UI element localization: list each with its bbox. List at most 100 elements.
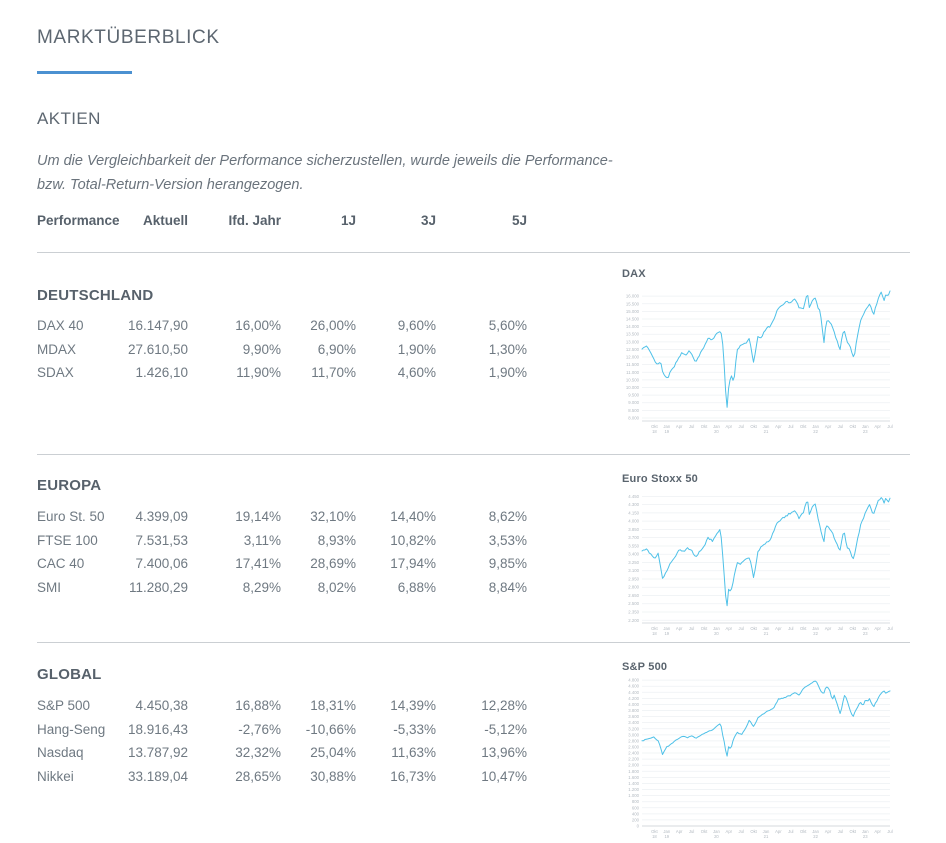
section-heading-aktien: AKTIEN: [37, 109, 101, 128]
svg-text:Jan: Jan: [862, 626, 869, 631]
table-header-row: Performance Aktuell Ifd. Jahr 1J 3J 5J: [37, 213, 527, 228]
svg-text:Jan: Jan: [763, 626, 770, 631]
table-row: Nasdaq 13.787,92 32,32% 25,04% 11,63% 13…: [37, 741, 527, 765]
value-1j: 11,70%: [311, 365, 356, 381]
value-ytd: 16,00%: [235, 318, 281, 334]
value-3j: 4,60%: [397, 365, 436, 381]
svg-text:3.400: 3.400: [628, 552, 639, 557]
svg-text:9.500: 9.500: [628, 393, 639, 398]
svg-text:15.500: 15.500: [626, 301, 640, 306]
svg-text:3.550: 3.550: [628, 543, 639, 548]
value-1j: -10,66%: [305, 721, 356, 737]
svg-text:Jan: Jan: [812, 829, 819, 834]
col-header-5j: 5J: [511, 213, 527, 228]
dax-line-chart: 16.000 15.500 15.000 14.500 14.000 13.500 13.0…: [626, 290, 893, 434]
value-ytd: 8,29%: [242, 579, 281, 595]
index-name: Nasdaq: [37, 745, 84, 761]
svg-text:19: 19: [664, 834, 669, 839]
svg-text:Jan: Jan: [812, 424, 819, 429]
svg-text:Jul: Jul: [838, 424, 843, 429]
svg-text:19: 19: [664, 631, 669, 636]
svg-text:Okt: Okt: [651, 626, 658, 631]
value-aktuell: 27.610,50: [127, 341, 188, 357]
svg-text:Jan: Jan: [663, 424, 670, 429]
svg-text:2.200: 2.200: [628, 757, 639, 762]
svg-text:Jul: Jul: [887, 626, 892, 631]
index-name: CAC 40: [37, 556, 85, 572]
value-5j: 1,90%: [488, 365, 527, 381]
value-5j: 10,47%: [481, 768, 527, 784]
col-header-aktuell: Aktuell: [142, 213, 188, 228]
svg-text:Apr: Apr: [874, 424, 881, 429]
section-divider: [37, 454, 910, 455]
svg-text:1.000: 1.000: [628, 793, 639, 798]
svg-text:4.150: 4.150: [628, 510, 639, 515]
svg-text:23: 23: [863, 429, 868, 434]
svg-text:Okt: Okt: [701, 424, 708, 429]
value-aktuell: 16.147,90: [127, 318, 188, 334]
value-3j: 6,88%: [397, 579, 436, 595]
section-title-global: GLOBAL: [37, 666, 102, 683]
svg-text:Jul: Jul: [838, 626, 843, 631]
col-header-3j: 3J: [420, 213, 436, 228]
svg-text:18: 18: [652, 429, 657, 434]
svg-text:2.800: 2.800: [628, 585, 639, 590]
svg-text:20: 20: [714, 834, 719, 839]
index-name: DAX 40: [37, 318, 84, 334]
svg-text:Okt: Okt: [750, 424, 757, 429]
svg-text:10.000: 10.000: [626, 385, 640, 390]
svg-text:3.250: 3.250: [628, 560, 639, 565]
value-1j: 6,90%: [317, 341, 356, 357]
value-5j: 1,30%: [488, 341, 527, 357]
index-name: Hang-Seng: [37, 721, 106, 737]
svg-text:Okt: Okt: [850, 829, 857, 834]
value-1j: 8,02%: [317, 579, 356, 595]
index-name: S&P 500: [37, 698, 91, 714]
svg-text:Okt: Okt: [701, 626, 708, 631]
value-aktuell: 18.916,43: [127, 721, 188, 737]
value-aktuell: 4.399,09: [135, 509, 188, 525]
svg-text:1.400: 1.400: [628, 781, 639, 786]
svg-text:3.800: 3.800: [628, 708, 639, 713]
svg-text:Apr: Apr: [775, 424, 782, 429]
svg-text:Jul: Jul: [739, 424, 744, 429]
table-row: SDAX 1.426,10 11,90% 11,70% 4,60% 1,90%: [37, 361, 527, 385]
svg-text:Jul: Jul: [689, 829, 694, 834]
svg-text:4.200: 4.200: [628, 696, 639, 701]
svg-text:4.000: 4.000: [628, 702, 639, 707]
value-3j: 14,39%: [390, 698, 436, 714]
value-aktuell: 13.787,92: [127, 745, 188, 761]
svg-text:Apr: Apr: [874, 626, 881, 631]
value-5j: 3,53%: [488, 532, 527, 548]
svg-text:4.800: 4.800: [628, 678, 639, 683]
value-1j: 8,93%: [317, 532, 356, 548]
svg-text:20: 20: [714, 631, 719, 636]
svg-text:800: 800: [632, 799, 640, 804]
svg-text:Jan: Jan: [713, 829, 720, 834]
value-3j: 14,40%: [390, 509, 436, 525]
svg-text:22: 22: [813, 834, 818, 839]
value-5j: -5,12%: [484, 721, 527, 737]
svg-text:Okt: Okt: [750, 626, 757, 631]
svg-text:2.600: 2.600: [628, 744, 639, 749]
col-header-ytd: Ifd. Jahr: [228, 213, 281, 228]
svg-text:Okt: Okt: [800, 424, 807, 429]
col-header-1j: 1J: [340, 213, 356, 228]
table-row: MDAX 27.610,50 9,90% 6,90% 1,90% 1,30%: [37, 338, 527, 362]
svg-text:4.450: 4.450: [628, 494, 639, 499]
svg-text:Apr: Apr: [676, 626, 683, 631]
svg-text:13.500: 13.500: [626, 332, 640, 337]
value-aktuell: 1.426,10: [135, 365, 188, 381]
value-1j: 18,31%: [310, 698, 356, 714]
svg-text:1.800: 1.800: [628, 769, 639, 774]
svg-text:8.000: 8.000: [628, 415, 639, 420]
svg-text:2.400: 2.400: [628, 751, 639, 756]
value-1j: 25,04%: [310, 745, 356, 761]
table-global: S&P 500 4.450,38 16,88% 18,31% 14,39% 12…: [37, 694, 527, 788]
table-row: Nikkei 33.189,04 28,65% 30,88% 16,73% 10…: [37, 765, 527, 789]
value-5j: 13,96%: [481, 745, 527, 761]
svg-text:4.300: 4.300: [628, 502, 639, 507]
svg-text:Jul: Jul: [788, 829, 793, 834]
value-ytd: 11,90%: [236, 365, 281, 381]
